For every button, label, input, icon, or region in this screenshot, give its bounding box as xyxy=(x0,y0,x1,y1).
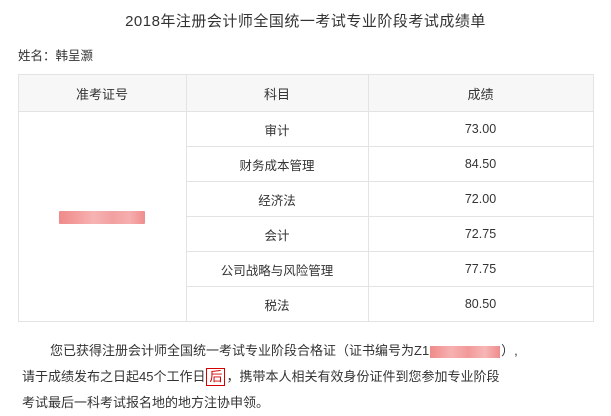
score-cell: 73.00 xyxy=(367,111,594,147)
note-highlight-after: 后 xyxy=(206,368,226,386)
redacted-ticket-number xyxy=(59,210,145,224)
note-line-1: 您已获得注册会计师全国统一考试专业阶段合格证（证书编号为Z1 ）, xyxy=(22,338,589,364)
subject-cell: 会计 xyxy=(185,216,369,252)
page-title: 2018年注册会计师全国统一考试专业阶段考试成绩单 xyxy=(125,13,486,30)
note-line-1-text-a: 您已获得注册会计师全国统一考试专业阶段合格证（证书编号为Z1 xyxy=(50,343,430,358)
name-value: 韩呈灏 xyxy=(55,49,94,63)
table-row: 财务成本管理 84.50 xyxy=(18,146,594,182)
score-cell: 72.75 xyxy=(367,216,594,252)
subject-cell: 公司战略与风险管理 xyxy=(185,251,369,287)
score-table: 准考证号 科目 成绩 审计 73.00 财务成本管理 84.50 经济法 72.… xyxy=(17,74,594,322)
table-row: 经济法 72.00 xyxy=(18,181,594,217)
table-header-row: 准考证号 科目 成绩 xyxy=(17,74,594,112)
column-header-subject: 科目 xyxy=(185,74,369,112)
subject-cell: 经济法 xyxy=(185,181,369,217)
score-cell: 77.75 xyxy=(367,251,594,287)
subject-cell: 税法 xyxy=(185,286,369,322)
note-line-2-text-a: 请于成绩发布之日起45个工作日 xyxy=(22,369,206,384)
table-row: 税法 80.50 xyxy=(18,286,594,322)
score-report-page: 2018年注册会计师全国统一考试专业阶段考试成绩单 姓名：韩呈灏 准考证号 科目… xyxy=(0,13,611,410)
certificate-note: 您已获得注册会计师全国统一考试专业阶段合格证（证书编号为Z1 ）, 请于成绩发布之… xyxy=(22,338,589,416)
column-header-ticket: 准考证号 xyxy=(17,74,187,112)
score-cell: 84.50 xyxy=(367,146,594,182)
subject-cell: 财务成本管理 xyxy=(185,146,369,182)
redacted-certificate-number xyxy=(430,345,501,358)
table-row: 会计 72.75 xyxy=(18,216,594,252)
name-label: 姓名： xyxy=(18,49,56,63)
subject-cell: 审计 xyxy=(185,111,369,147)
note-line-2: 请于成绩发布之日起45个工作日后，携带本人相关有效身份证件到您参加专业阶段 xyxy=(22,364,589,390)
note-line-3-text: 考试最后一科考试报名地的地方注协申领。 xyxy=(22,395,270,410)
column-header-score: 成绩 xyxy=(367,74,594,112)
note-line-3: 考试最后一科考试报名地的地方注协申领。 xyxy=(22,390,589,416)
score-cell: 72.00 xyxy=(367,181,594,217)
table-row: 审计 73.00 xyxy=(17,111,594,322)
ticket-number-cell xyxy=(17,111,187,322)
table-row: 公司战略与风险管理 77.75 xyxy=(18,251,594,287)
name-row: 姓名：韩呈灏 xyxy=(0,41,611,74)
note-line-2-text-b: ，携带本人相关有效身份证件到您参加专业阶段 xyxy=(226,369,500,384)
note-line-1-text-b: ）, xyxy=(501,343,518,358)
score-cell: 80.50 xyxy=(367,286,594,322)
